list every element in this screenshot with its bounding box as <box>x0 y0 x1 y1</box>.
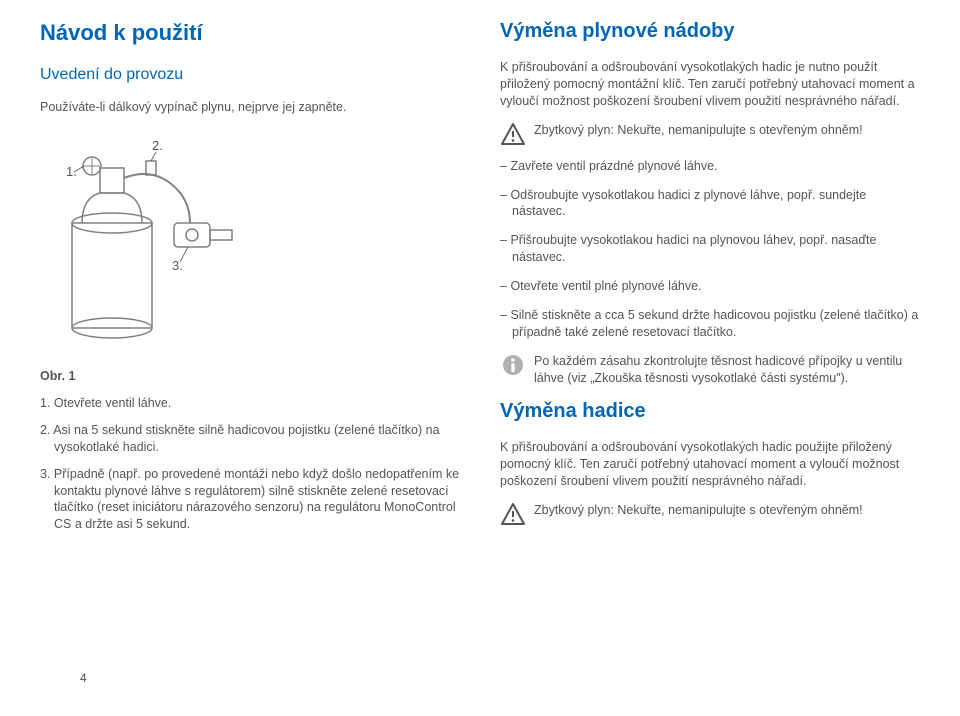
warning-block: Zbytkový plyn: Nekuřte, nemanipulujte s … <box>500 502 920 526</box>
fig-label-2: 2. <box>152 138 163 153</box>
warning-text: Zbytkový plyn: Nekuřte, nemanipulujte s … <box>534 502 863 519</box>
list-item: Silně stiskněte a cca 5 sekund držte had… <box>500 307 920 341</box>
info-block: Po každém zásahu zkontrolujte těsnost ha… <box>500 353 920 387</box>
warning-text: Zbytkový plyn: Nekuřte, nemanipulujte s … <box>534 122 863 139</box>
steps-list: Otevřete ventil láhve. Asi na 5 sekund s… <box>40 395 460 533</box>
page-number: 4 <box>80 670 87 686</box>
list-item: Odšroubujte vysokotlakou hadici z plynov… <box>500 187 920 221</box>
info-icon <box>500 353 526 377</box>
gas-cylinder-diagram: 1. 2. 3. <box>40 128 270 358</box>
paragraph: K přišroubování a odšroubování vysokotla… <box>500 59 920 110</box>
section-heading: Výměna hadice <box>500 398 920 425</box>
paragraph: K přišroubování a odšroubování vysokotla… <box>500 439 920 490</box>
page-title: Návod k použití <box>40 18 460 48</box>
warning-triangle-icon <box>500 502 526 526</box>
intro-text: Používáte-li dálkový vypínač plynu, nejp… <box>40 99 460 116</box>
step-1: Otevřete ventil láhve. <box>40 395 460 412</box>
list-item: Přišroubujte vysokotlakou hadici na plyn… <box>500 232 920 266</box>
section-heading: Uvedení do provozu <box>40 64 460 86</box>
section-heading: Výměna plynové nádoby <box>500 18 920 45</box>
figure-caption: Obr. 1 <box>40 368 460 385</box>
list-item: Otevřete ventil plné plynové láhve. <box>500 278 920 295</box>
figure-1: 1. 2. 3. <box>40 128 460 358</box>
step-3: Případně (např. po provedené montáži neb… <box>40 466 460 534</box>
step-2: Asi na 5 sekund stiskněte silně hadicovo… <box>40 422 460 456</box>
info-text: Po každém zásahu zkontrolujte těsnost ha… <box>534 353 920 387</box>
warning-block: Zbytkový plyn: Nekuřte, nemanipulujte s … <box>500 122 920 146</box>
warning-triangle-icon <box>500 122 526 146</box>
list-item: Zavřete ventil prázdné plynové láhve. <box>500 158 920 175</box>
procedure-list: Zavřete ventil prázdné plynové láhve. Od… <box>500 158 920 341</box>
